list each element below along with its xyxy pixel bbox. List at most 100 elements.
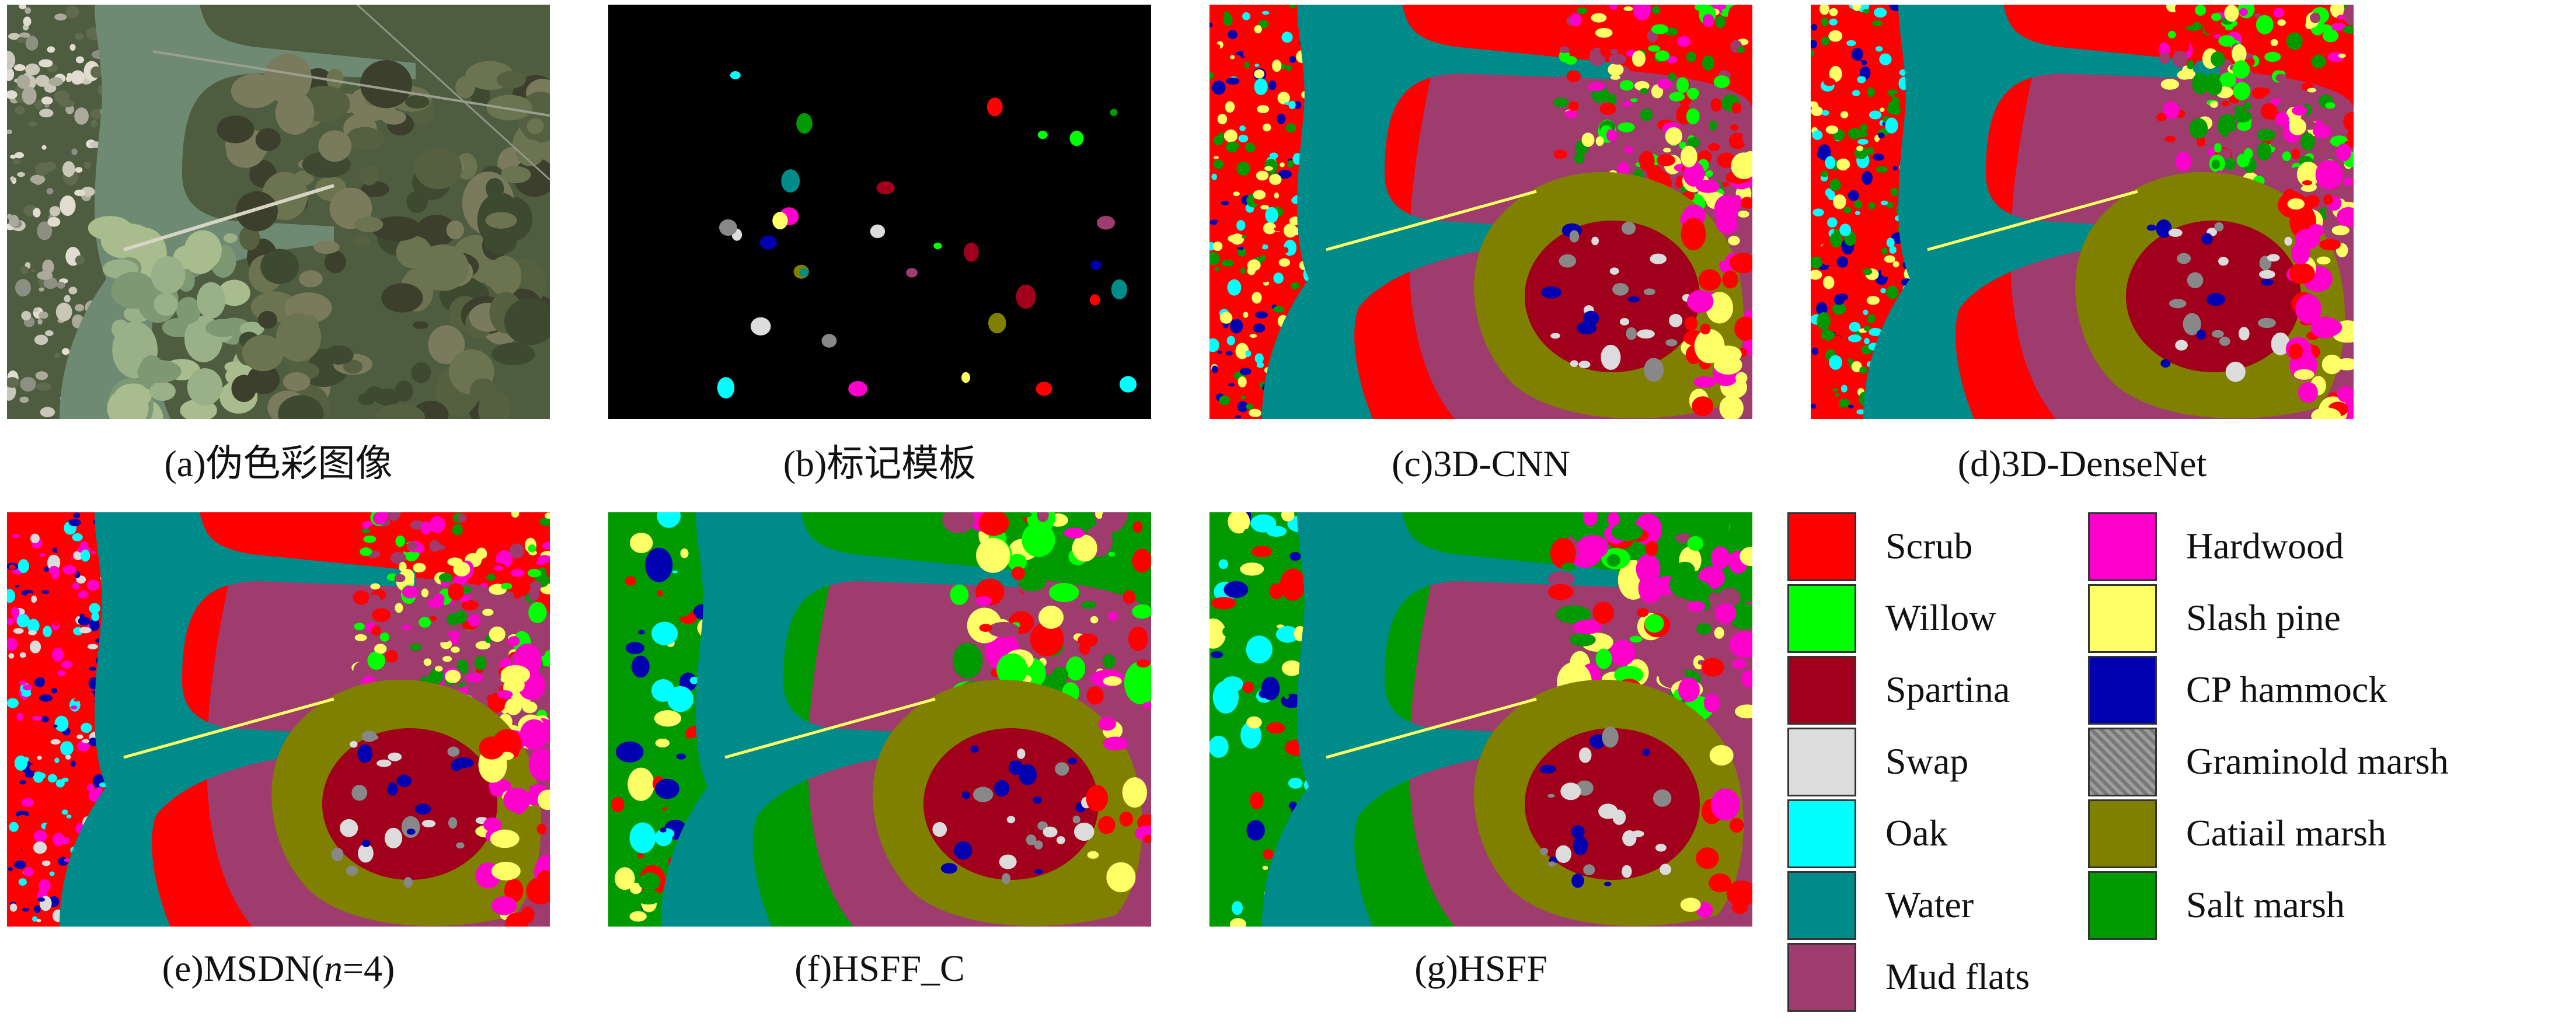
marsh-patch (492, 343, 535, 365)
noise-patch (1683, 161, 1704, 187)
shallow-water (111, 319, 130, 339)
noise-patch (1578, 361, 1591, 369)
noise-patch (87, 783, 95, 792)
panel-a-svg (7, 5, 550, 419)
noise-patch (2239, 8, 2249, 16)
sample-patch (1110, 109, 1118, 116)
noise-patch (1823, 78, 1836, 86)
noise-patch (353, 590, 370, 605)
noise-patch (2282, 151, 2291, 162)
noise-patch (1090, 616, 1099, 624)
noise-patch (545, 512, 550, 519)
caption-a: (a)伪色彩图像 (164, 443, 393, 484)
noise-patch (2175, 340, 2188, 351)
noise-patch (1211, 80, 1226, 95)
noise-patch (1073, 822, 1094, 841)
noise-patch (395, 535, 406, 547)
noise-patch (1708, 143, 1720, 151)
noise-patch (520, 719, 549, 750)
noise-patch (2336, 15, 2346, 20)
noise-patch (1277, 92, 1290, 104)
shallow-water (111, 272, 156, 309)
noise-patch (2315, 120, 2323, 128)
noise-patch (1263, 222, 1277, 235)
noise-patch (51, 569, 60, 579)
noise-patch (36, 760, 49, 773)
noise-patch (1080, 601, 1096, 609)
noise-patch (70, 705, 78, 710)
sample-patch (961, 372, 971, 383)
town-block (41, 145, 47, 150)
noise-patch (81, 722, 92, 733)
legend-swatch (1787, 799, 1856, 868)
noise-patch (68, 519, 81, 526)
town-block (71, 148, 78, 156)
caption-f: (f)HSFF_C (794, 948, 965, 989)
noise-patch (669, 592, 693, 617)
noise-patch (1553, 149, 1567, 159)
legend-label: Graminold marsh (2186, 740, 2449, 782)
noise-patch (1571, 96, 1580, 100)
noise-patch (1226, 335, 1235, 345)
noise-patch (2251, 87, 2267, 99)
noise-patch (1258, 19, 1269, 29)
noise-patch (1209, 22, 1213, 27)
noise-patch (1696, 847, 1719, 869)
noise-patch (2206, 293, 2225, 306)
marsh-patch (381, 283, 423, 313)
town-block (61, 348, 70, 355)
noise-patch (7, 569, 12, 578)
caption-e: (e)MSDN(n=4) (7, 945, 550, 992)
marsh-patch (242, 334, 284, 372)
noise-patch (2160, 18, 2171, 26)
noise-patch (2247, 58, 2255, 67)
sample-patch (848, 381, 867, 397)
noise-patch (1236, 147, 1247, 156)
noise-patch (1811, 378, 1814, 385)
town-block (83, 162, 91, 169)
noise-patch (2253, 13, 2262, 18)
noise-patch (1250, 236, 1263, 252)
noise-patch (1591, 236, 1599, 246)
noise-patch (2219, 336, 2230, 346)
noise-patch (1246, 716, 1262, 729)
marsh-patch (381, 110, 406, 125)
noise-patch (1648, 45, 1661, 52)
legend-swatch (2088, 871, 2157, 940)
noise-patch (1878, 132, 1885, 139)
noise-patch (1696, 180, 1721, 193)
noise-patch (1240, 267, 1246, 274)
noise-patch (504, 878, 524, 903)
noise-patch (1606, 129, 1617, 142)
noise-patch (1263, 830, 1275, 841)
noise-patch (528, 587, 540, 601)
noise-patch (22, 756, 29, 762)
noise-patch (340, 819, 358, 837)
noise-patch (363, 535, 377, 543)
noise-patch (1261, 676, 1280, 701)
noise-patch (354, 623, 365, 631)
noise-patch (1142, 702, 1151, 709)
noise-patch (2295, 294, 2321, 324)
marsh-patch (500, 166, 531, 184)
noise-patch (2175, 151, 2191, 172)
noise-patch (357, 744, 372, 763)
noise-patch (407, 541, 417, 551)
noise-patch (62, 565, 76, 575)
noise-patch (491, 896, 517, 915)
noise-patch (2159, 30, 2167, 38)
noise-patch (1881, 267, 1891, 277)
noise-patch (1265, 207, 1278, 223)
noise-patch (1026, 834, 1037, 845)
noise-patch (609, 616, 628, 631)
town-block (67, 72, 73, 79)
noise-patch (2343, 5, 2354, 26)
noise-patch (1213, 512, 1232, 526)
noise-patch (1281, 660, 1302, 676)
noise-patch (1651, 171, 1670, 184)
marsh-patch (405, 95, 430, 109)
noise-patch (1266, 722, 1285, 734)
noise-patch (1811, 403, 1817, 409)
legend-label: Swap (1885, 740, 1969, 782)
noise-patch (1232, 901, 1243, 915)
